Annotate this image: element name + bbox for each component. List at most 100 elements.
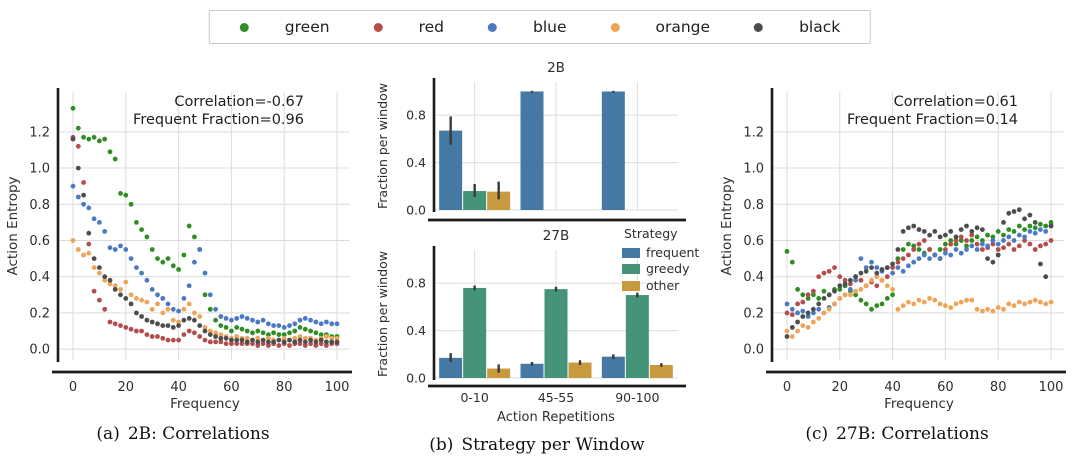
data-point xyxy=(874,274,880,280)
data-point xyxy=(244,316,250,321)
data-point xyxy=(863,283,869,289)
data-point xyxy=(123,247,129,252)
data-point xyxy=(1001,220,1006,225)
data-point xyxy=(964,238,969,243)
data-point xyxy=(102,274,108,280)
data-point xyxy=(229,328,234,334)
series-red xyxy=(70,134,340,348)
data-point xyxy=(795,301,800,307)
x-axis-label: Frequency xyxy=(170,396,240,412)
data-point xyxy=(858,287,864,292)
data-point xyxy=(911,223,917,229)
data-point xyxy=(149,334,155,339)
y-tick-label: 0.6 xyxy=(743,234,764,249)
data-point xyxy=(86,230,92,236)
data-point xyxy=(853,277,858,283)
data-point xyxy=(329,321,335,327)
data-point xyxy=(943,250,948,256)
data-point xyxy=(134,328,139,334)
data-point xyxy=(916,297,922,303)
data-point xyxy=(297,341,303,347)
bar-chart-2b: 2B 0.0 0.4 0.8 Fraction per window xyxy=(375,60,686,222)
data-point xyxy=(953,241,959,247)
data-point xyxy=(900,303,906,309)
chart-title: 27B xyxy=(543,228,569,244)
bar-series-other xyxy=(487,360,673,378)
data-point xyxy=(81,252,86,258)
data-point xyxy=(1043,274,1049,280)
data-point xyxy=(302,326,308,332)
data-point xyxy=(271,339,276,345)
data-point xyxy=(932,297,938,303)
scatter-chart-2b: 0.0 0.2 0.4 0.6 0.8 1.0 1.2 0 20 40 60 80 100 Frequen… xyxy=(5,88,352,412)
data-point xyxy=(229,337,234,343)
data-point xyxy=(86,250,92,256)
data-point xyxy=(884,274,890,280)
data-point xyxy=(1043,229,1049,234)
data-point xyxy=(821,270,827,276)
data-point xyxy=(255,343,261,348)
data-point xyxy=(176,308,182,314)
data-point xyxy=(255,339,261,345)
data-point xyxy=(848,277,853,283)
data-point xyxy=(990,238,996,243)
data-point xyxy=(192,259,197,265)
data-point xyxy=(276,323,282,328)
data-point xyxy=(980,241,985,247)
data-point xyxy=(223,316,229,321)
data-point xyxy=(837,296,843,301)
legend-label: orange xyxy=(655,18,711,36)
data-point xyxy=(139,227,145,233)
data-point xyxy=(334,335,340,341)
data-point xyxy=(197,247,203,252)
x-tick-label: 60 xyxy=(937,380,954,395)
data-point xyxy=(1022,234,1027,240)
y-axis-label: Action Entropy xyxy=(719,176,735,275)
data-point xyxy=(811,288,816,294)
y-axis-label: Fraction per window xyxy=(375,251,390,377)
legend-entry-black: black xyxy=(754,18,840,36)
data-point xyxy=(927,256,932,261)
data-point xyxy=(260,337,266,343)
data-point xyxy=(1048,220,1054,225)
data-point xyxy=(334,339,340,345)
data-point xyxy=(75,194,81,200)
data-point xyxy=(149,306,155,312)
data-point xyxy=(789,259,795,265)
data-point xyxy=(848,287,853,292)
data-point xyxy=(953,301,959,307)
x-tick-label: 0 xyxy=(783,380,791,395)
data-point xyxy=(176,323,182,328)
data-point xyxy=(937,256,943,261)
data-point xyxy=(86,205,92,211)
data-point xyxy=(990,234,996,240)
data-point xyxy=(958,234,964,240)
series-orange xyxy=(784,274,1054,339)
data-point xyxy=(921,299,927,305)
data-point xyxy=(271,330,276,336)
data-point xyxy=(102,306,108,312)
data-point xyxy=(1006,241,1012,247)
strategy-legend-label: frequent xyxy=(646,244,700,260)
data-point xyxy=(302,335,308,341)
category-label: 90-100 xyxy=(615,390,659,405)
data-point xyxy=(943,247,948,252)
data-point xyxy=(1022,216,1027,222)
data-point xyxy=(890,287,895,292)
data-point xyxy=(1011,209,1017,214)
data-point xyxy=(139,297,145,303)
data-point xyxy=(842,292,848,298)
y-tick-label: 0.8 xyxy=(29,198,50,213)
series-red xyxy=(784,232,1054,318)
data-point xyxy=(181,296,187,301)
data-point xyxy=(1016,299,1022,305)
data-point xyxy=(292,339,298,345)
data-point xyxy=(900,229,906,234)
data-point xyxy=(139,314,145,319)
data-point xyxy=(911,247,917,252)
data-point xyxy=(858,270,864,276)
data-point xyxy=(250,317,255,323)
data-point xyxy=(123,325,129,330)
data-point xyxy=(816,306,822,312)
data-point xyxy=(292,335,298,341)
